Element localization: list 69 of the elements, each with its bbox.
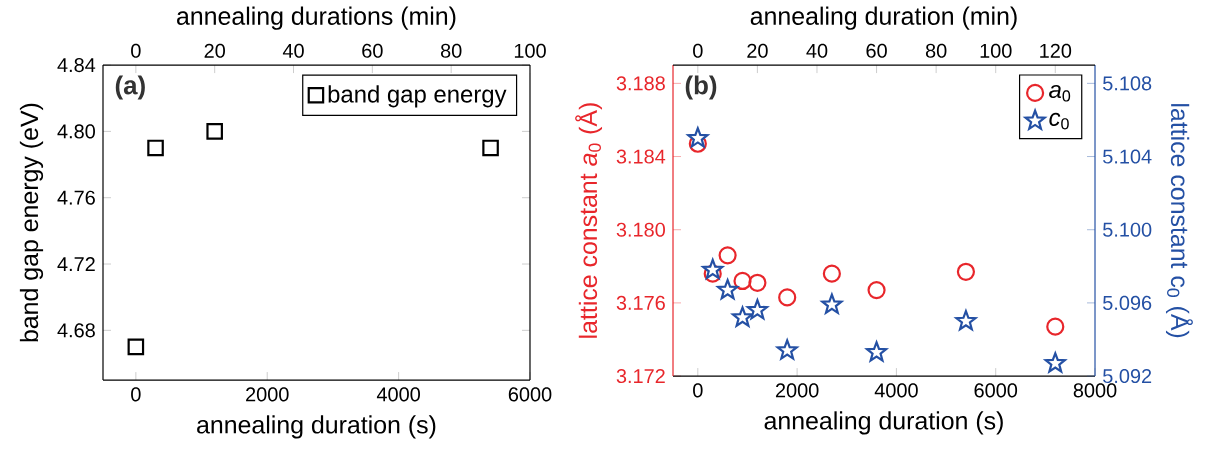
x2-tick-label: 80 [440,43,462,58]
x2-tick-label: 60 [866,43,887,58]
x2-axis-title: annealing durations (min) [177,6,456,30]
x2-tick-label: 40 [282,43,304,58]
y-tick-label: 3.180 [616,222,665,237]
y-tick-label: 3.176 [616,295,665,310]
point [702,258,724,280]
y-tick-label: 3.172 [616,369,665,384]
x-axis-title: annealing duration (s) [197,415,436,439]
point [748,273,767,292]
y2-tick-label: 5.108 [1103,76,1152,91]
y2-axis-title: lattice constant c$_{0}$ (Å) [1165,104,1193,338]
y2-tick-label: 5.092 [1103,369,1152,384]
legend-label: c$_{0}$ [1049,112,1069,130]
x2-tick-label: 0 [693,43,703,58]
y-tick-label: 4.72 [57,257,95,271]
point [718,246,737,265]
point [1044,352,1066,373]
y2-tick-label: 5.096 [1103,295,1152,310]
x2-tick-label: 100 [980,43,1012,58]
x-tick-label: 4000 [376,387,420,402]
y-tick-label: 4.84 [57,58,96,73]
x-tick-label: 6000 [974,383,1018,398]
point [731,306,754,327]
x2-tick-label: 0 [131,43,141,58]
annotation: (a) [115,75,145,100]
y-tick-label: 4.68 [57,323,95,338]
x-axis-title: annealing duration (s) [764,411,1003,435]
point [206,123,223,140]
x2-tick-label: 60 [362,43,383,58]
y-tick-label: 4.80 [57,124,95,139]
point [865,341,888,362]
x-tick-label: 8000 [1073,383,1117,398]
y2-tick-label: 5.104 [1103,149,1152,164]
x2-tick-label: 20 [204,43,225,58]
point [956,262,976,281]
annotation: (b) [685,75,717,100]
x-tick-label: 4000 [874,383,918,398]
point [1046,317,1065,336]
x-tick-label: 6000 [508,387,552,402]
legend-label: band gap energy [328,85,507,108]
x2-tick-label: 80 [925,43,947,58]
point [822,264,841,283]
point [703,264,722,283]
x-tick-label: 2000 [246,387,289,402]
point [482,139,499,157]
point [147,139,164,157]
point [955,310,977,331]
x2-axis-title: annealing duration (min) [750,6,1017,30]
x-tick-label: 0 [131,387,141,402]
y-axis-title: band gap energy (eV) [19,103,44,342]
x2-tick-label: 120 [1040,43,1072,58]
x2-tick-label: 40 [806,43,828,58]
y-tick-label: 3.188 [616,76,665,91]
x2-tick-label: 20 [747,43,768,58]
y-tick-label: 3.184 [616,149,666,164]
y2-tick-label: 5.100 [1103,222,1152,237]
point [746,299,769,320]
x-tick-label: 0 [693,383,703,398]
x2-tick-label: 100 [514,43,546,58]
point [733,271,752,291]
x-tick-label: 2000 [775,383,819,398]
point [778,288,797,307]
y-axis-title: lattice constant a$_{0}$ (Å) [575,103,603,338]
y-tick-label: 4.76 [57,190,95,205]
legend-label: a$_{0}$ [1049,84,1071,102]
point [717,278,739,300]
point [867,280,886,300]
point [127,338,145,356]
